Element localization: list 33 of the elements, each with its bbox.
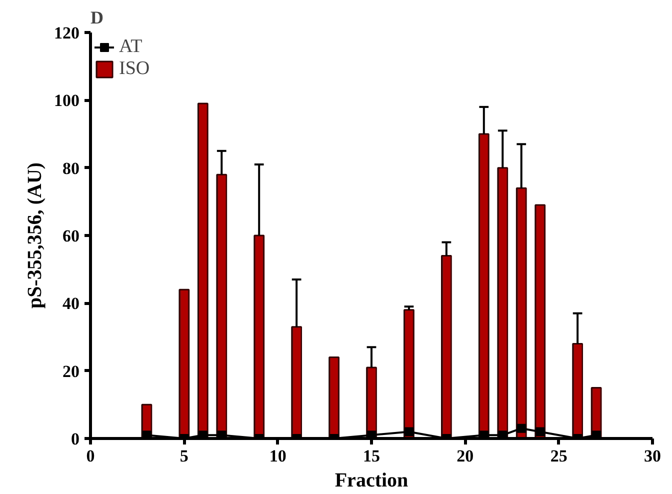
x-tick-label: 10 [269,446,286,466]
bar [328,356,340,438]
bar [572,343,583,438]
x-tick-label: 30 [644,446,661,466]
x-tick-label: 25 [550,446,568,466]
bar [516,187,527,438]
bar [216,174,228,438]
x-axis-title: Fraction [334,470,408,492]
bar [497,167,508,438]
bar [178,288,190,438]
y-tick-label: 80 [62,158,80,178]
x-tick-label: 0 [86,446,95,466]
y-axis-title: pS-355,356, (AU) [24,162,46,309]
bar [441,255,452,438]
x-tick-label: 20 [456,446,474,466]
bar [197,102,208,438]
y-tick-label: 120 [54,24,80,42]
chart-title: D [90,8,104,28]
y-tick-label: 100 [54,91,80,110]
legend-label: ISO [119,58,150,80]
x-tick-label: 15 [363,446,380,466]
legend-label: AT [119,36,142,58]
x-tick-label: 5 [180,446,188,466]
bar [254,234,265,438]
y-tick-label: 0 [71,430,80,448]
bar [478,133,490,438]
bar [534,204,546,438]
y-tick-label: 20 [62,362,80,381]
y-tick-label: 60 [62,226,80,246]
bar [291,326,302,438]
bar [404,309,414,438]
bar [366,366,377,438]
y-tick-label: 40 [62,294,80,314]
